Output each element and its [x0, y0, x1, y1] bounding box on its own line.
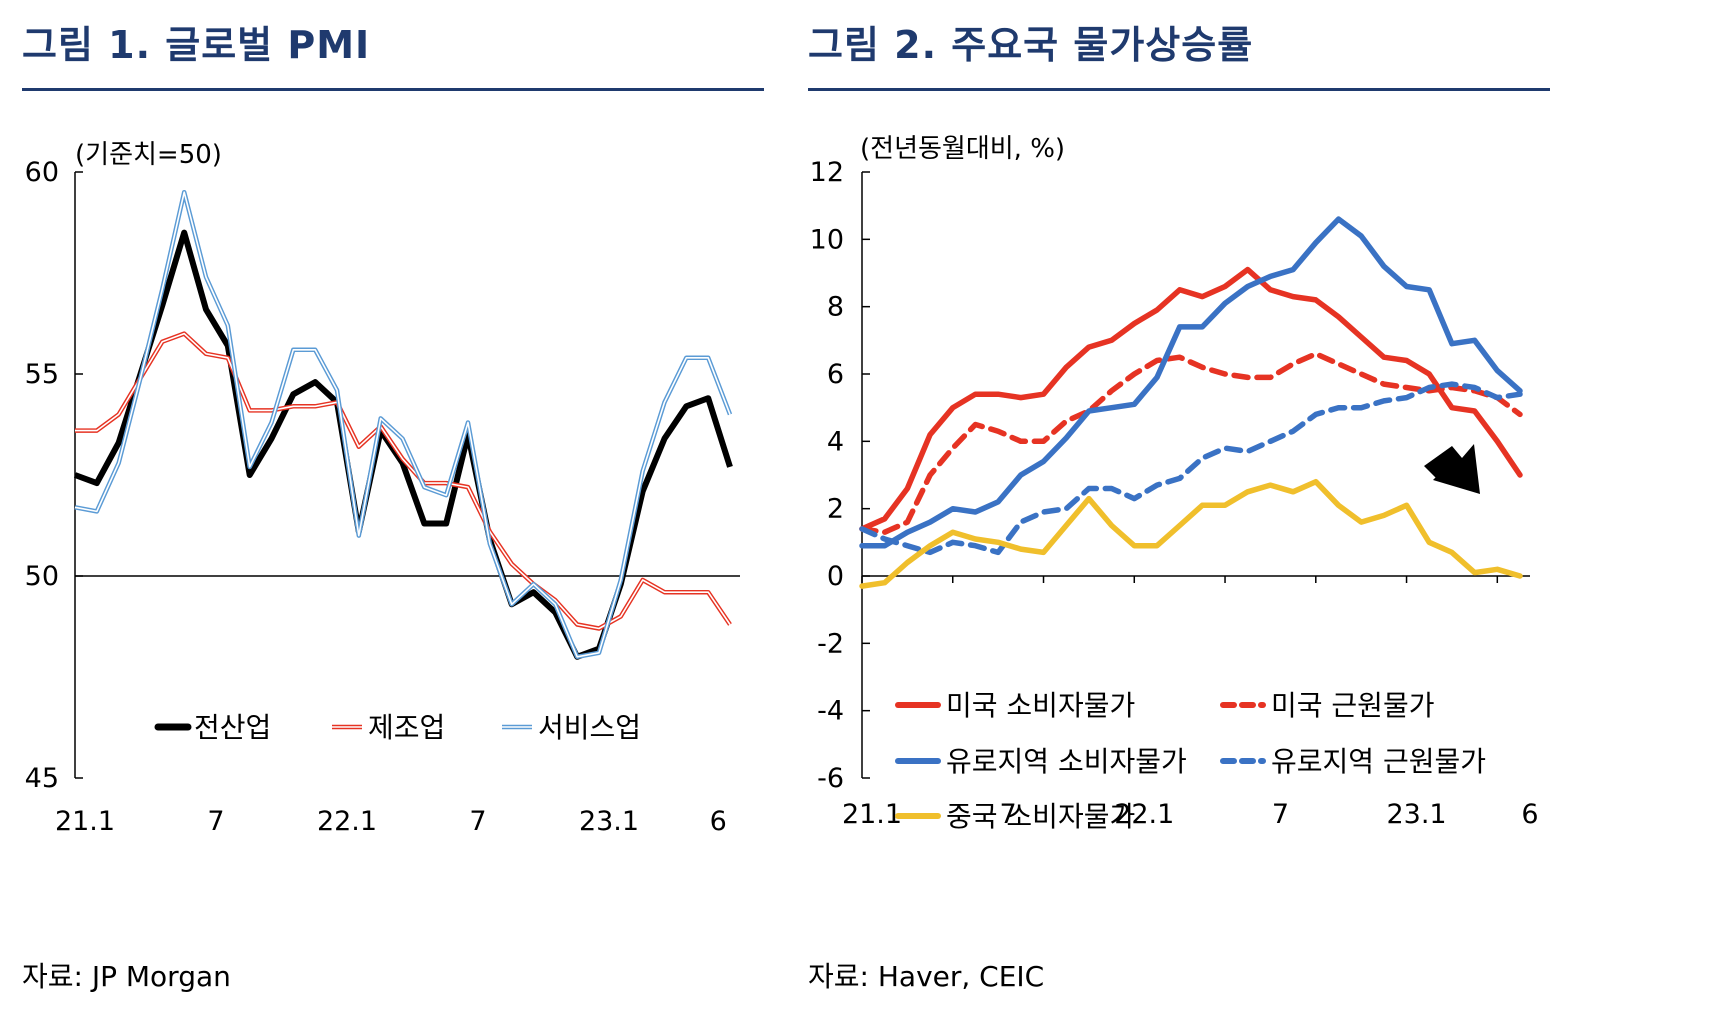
series-line-제조업: [75, 331, 732, 631]
x-tick-label: 7: [469, 806, 486, 837]
chart-1: 45 50 55 60 21.1 7 22.1 7 23.1 6 전산업 제조업 서비스업: [25, 157, 740, 837]
series-line-유로지역 소비자물가: [859, 216, 1523, 549]
figure-2-unit-label: (전년동월대비, %): [860, 134, 1066, 164]
legend-label: 중국 소비자물가: [946, 800, 1135, 833]
x-tick-label: 23.1: [579, 806, 639, 837]
figure-1-title: 그림 1. 글로벌 PMI: [22, 23, 371, 67]
figure-1-title-rule: [22, 88, 764, 91]
x-tick-label: 7: [1272, 799, 1289, 830]
series-line-유로지역 근원물가: [859, 381, 1523, 556]
series-line-inner-제조업: [75, 332, 731, 630]
legend-label: 전산업: [194, 711, 271, 744]
x-tick-label: 7: [1000, 799, 1017, 830]
figure-1-source: 자료: JP Morgan: [22, 960, 231, 993]
series-line-중국 소비자물가: [859, 478, 1523, 589]
figure-2-source: 자료: Haver, CEIC: [808, 960, 1045, 993]
x-tick-label: 7: [207, 806, 224, 837]
y-tick-label: 50: [25, 561, 59, 592]
y-tick-label: 6: [827, 359, 844, 390]
x-tick-label: 22.1: [317, 806, 377, 837]
y-tick-label: -2: [817, 628, 844, 659]
x-tick-label: 6: [1521, 799, 1538, 830]
y-tick-label: 4: [827, 426, 844, 457]
chart-2: -6 -4 -2 0 2 4 6 8 10 12 21.1 7 22.1 7 23.1 6 미국 소비자물가 미국…: [810, 157, 1539, 833]
legend-label: 미국 근원물가: [1271, 689, 1434, 722]
y-tick-label: 12: [810, 157, 844, 188]
legend-label: 유로지역 근원물가: [1271, 745, 1486, 778]
trend-arrow: [1424, 444, 1480, 494]
y-tick-label: 45: [25, 763, 59, 794]
figure-1-unit-label: (기준치=50): [75, 140, 222, 170]
x-tick-label: 23.1: [1386, 799, 1446, 830]
y-tick-label: 2: [827, 494, 844, 525]
series-line-inner-서비스업: [74, 191, 731, 658]
x-tick-label: 21.1: [842, 799, 902, 830]
y-tick-label: 0: [827, 561, 844, 592]
y-tick-label: -4: [817, 696, 844, 727]
legend-label: 서비스업: [538, 711, 641, 744]
figure-2-title-rule: [808, 88, 1550, 91]
legend-label: 유로지역 소비자물가: [946, 745, 1187, 778]
x-tick-label: 22.1: [1114, 799, 1174, 830]
y-tick-label: 10: [810, 224, 844, 255]
x-tick-label: 6: [710, 806, 727, 837]
y-tick-label: 8: [827, 292, 844, 323]
figure-2-title: 그림 2. 주요국 물가상승률: [808, 23, 1254, 67]
series-line-전산업: [73, 229, 733, 660]
x-tick-label: 21.1: [55, 806, 115, 837]
y-tick-label: 60: [25, 157, 59, 188]
y-tick-label: -6: [817, 763, 844, 794]
series-line-미국 근원물가: [859, 351, 1523, 535]
series-line-미국 소비자물가: [859, 266, 1523, 532]
legend-label: 제조업: [368, 711, 445, 744]
y-tick-label: 55: [25, 359, 59, 390]
legend-label: 미국 소비자물가: [946, 689, 1135, 722]
